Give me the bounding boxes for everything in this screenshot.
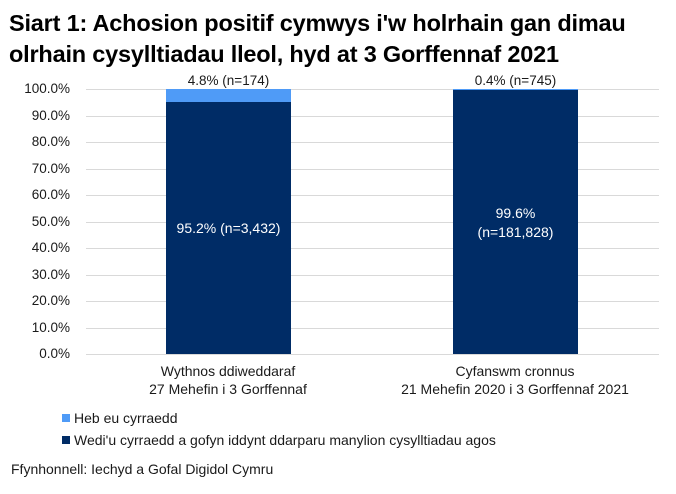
legend-item-reached: Wedi'u cyrraedd a gofyn iddynt ddarparu … [62, 432, 496, 448]
legend-swatch-navy [62, 436, 70, 444]
y-tick: 0.0% [39, 346, 70, 361]
y-tick: 100.0% [24, 81, 70, 96]
legend-label: Heb eu cyrraedd [74, 410, 178, 426]
bar-cumulative [453, 89, 578, 354]
y-tick: 60.0% [31, 187, 70, 202]
gridline [86, 248, 659, 249]
source-note: Ffynhonnell: Iechyd a Gofal Digidol Cymr… [11, 461, 274, 477]
y-tick: 20.0% [31, 293, 70, 308]
bar-segment-reached [453, 90, 578, 354]
gridline [86, 221, 659, 223]
legend-item-not-reached: Heb eu cyrraedd [62, 410, 178, 426]
data-label-reached-count: (n=181,828) [477, 224, 554, 240]
legend-label: Wedi'u cyrraedd a gofyn iddynt ddarparu … [74, 432, 496, 448]
data-label-not-reached: 0.4% (n=745) [474, 73, 557, 88]
y-tick: 40.0% [31, 240, 70, 255]
gridline [86, 142, 659, 143]
y-tick: 90.0% [31, 107, 70, 123]
y-tick: 30.0% [31, 266, 70, 282]
gridline [86, 327, 659, 329]
gridline [86, 274, 659, 276]
data-label-not-reached: 4.8% (n=174) [187, 73, 270, 88]
y-tick: 10.0% [31, 319, 70, 335]
bar-segment-reached [166, 102, 291, 354]
bar-segment-not-reached [166, 89, 291, 102]
gridline [86, 354, 659, 355]
gridline [86, 115, 659, 117]
x-category-line2: 21 Mehefin 2020 i 3 Gorffennaf 2021 [401, 381, 629, 397]
x-category-line1: Wythnos ddiweddaraf [160, 363, 296, 379]
bar-latest-week [166, 89, 291, 354]
x-category-label: Cyfanswm cronnus 21 Mehefin 2020 i 3 Gor… [365, 362, 665, 398]
gridline [86, 195, 659, 196]
x-category-label: Wythnos ddiweddaraf 27 Mehefin i 3 Gorff… [128, 362, 328, 398]
gridline [86, 89, 659, 90]
bar-segment-not-reached [453, 89, 578, 90]
gridline [86, 168, 659, 170]
x-category-line1: Cyfanswm cronnus [455, 363, 575, 379]
data-label-reached: 95.2% (n=3,432) [176, 220, 281, 236]
gridline [86, 301, 659, 302]
x-category-line2: 27 Mehefin i 3 Gorffennaf [149, 381, 307, 397]
legend-swatch-light-blue [62, 414, 70, 422]
y-tick: 80.0% [31, 134, 70, 149]
y-tick: 50.0% [31, 213, 70, 229]
y-tick: 70.0% [31, 160, 70, 176]
chart-title: Siart 1: Achosion positif cymwys i'w hol… [9, 10, 626, 67]
data-label-reached: 99.6% [495, 205, 536, 221]
